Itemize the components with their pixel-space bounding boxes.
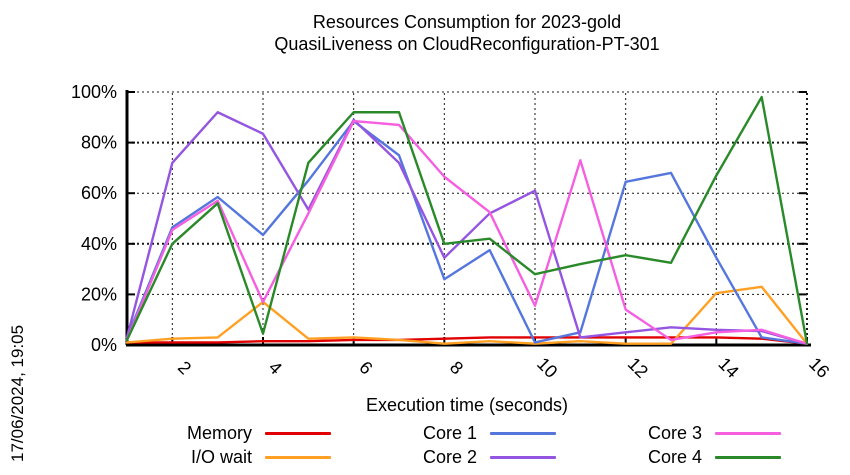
- legend-item-core-4: Core 4: [607, 445, 782, 469]
- legend-item-memory: Memory: [157, 421, 332, 445]
- y-tick-label: 80%: [81, 133, 117, 153]
- x-tick-label: 14: [714, 354, 742, 382]
- series-line-i-o-wait: [125, 285, 809, 345]
- x-tick-label: 10: [533, 354, 561, 382]
- series-line-core-1: [125, 119, 809, 345]
- chart-subtitle: QuasiLiveness on CloudReconfiguration-PT…: [274, 34, 660, 54]
- y-tick-label: 40%: [81, 234, 117, 254]
- legend: Memory I/O wait Core 1 Core 2 Core 3 Core 4: [157, 421, 782, 469]
- x-tick-label: 12: [624, 354, 652, 382]
- y-tick-label: 0%: [91, 335, 117, 355]
- legend-label: Memory: [186, 423, 252, 443]
- legend-label: Core 2: [422, 447, 477, 467]
- legend-item-i-o-wait: I/O wait: [157, 445, 332, 469]
- legend-line-sample: [715, 431, 781, 435]
- series-line-memory: [125, 336, 809, 345]
- x-tick-label: 4: [265, 357, 286, 378]
- series-line-core-4: [125, 95, 809, 345]
- y-tick-label: 20%: [81, 284, 117, 304]
- chart-title: Resources Consumption for 2023-gold: [312, 12, 622, 32]
- legend-line-sample: [490, 431, 556, 435]
- x-tick-label: 8: [446, 357, 467, 378]
- legend-line-sample: [490, 455, 556, 459]
- series-line-core-2: [125, 111, 809, 345]
- x-tick-label: 2: [174, 357, 195, 378]
- legend-item-core-2: Core 2: [382, 445, 557, 469]
- x-tick-label: 6: [355, 357, 376, 378]
- legend-line-sample: [265, 431, 331, 435]
- x-axis-title: Execution time (seconds): [365, 395, 569, 415]
- legend-label: I/O wait: [190, 447, 252, 467]
- x-tick-label: 16: [805, 354, 833, 382]
- legend-item-core-3: Core 3: [607, 421, 782, 445]
- legend-label: Core 1: [422, 423, 477, 443]
- legend-line-sample: [715, 455, 781, 459]
- legend-label: Core 3: [647, 423, 702, 443]
- chart-title-block: Resources Consumption for 2023-gold Quas…: [127, 11, 807, 55]
- y-tick-label: 60%: [81, 183, 117, 203]
- legend-item-core-1: Core 1: [382, 421, 557, 445]
- legend-line-sample: [265, 455, 331, 459]
- legend-label: Core 4: [647, 447, 702, 467]
- series-line-core-3: [125, 119, 809, 345]
- y-tick-label: 100%: [71, 82, 117, 102]
